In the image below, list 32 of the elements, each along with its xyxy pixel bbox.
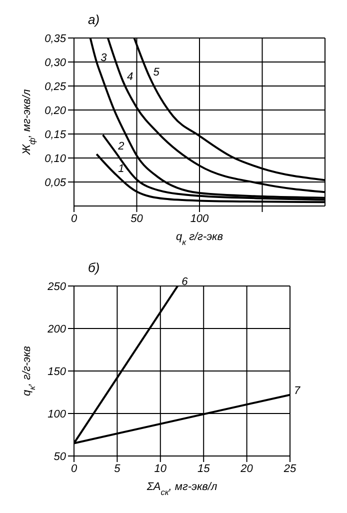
x-tick-label: 15 [197,462,211,475]
series-label: 2 [117,140,124,152]
chart-title: б) [88,260,100,275]
y-tick-label: 250 [46,280,67,293]
y-tick-label: 200 [46,323,67,336]
x-tick-label: 0 [70,212,78,225]
x-tick-label: 100 [190,212,210,225]
x-tick-label: 20 [240,462,254,475]
x-tick-label: 10 [154,462,168,475]
x-tick-label: 0 [70,462,78,475]
y-tick-label: 0,15 [44,128,67,141]
chart-title: а) [88,12,100,27]
y-tick-label: 0,05 [44,176,67,189]
series-label: 4 [126,71,134,84]
y-tick-label: 0,30 [44,56,67,69]
y-tick-label: 150 [48,366,67,378]
y-tick-label: 100 [48,408,67,420]
x-axis-title: q$_{к}$ г/г-экв [176,231,224,246]
series-label: 5 [153,66,160,78]
y-tick-label: 0,25 [44,80,67,93]
y-tick-label: 0,10 [44,152,67,165]
series-label: 6 [182,276,189,288]
series-label: 7 [294,384,301,397]
x-tick-label: 5 [114,462,122,475]
series-label: 3 [100,52,108,64]
x-axis-title: ΣA$_{ск}$, мг-экв/л [146,481,218,496]
y-tick-label: 0,35 [44,32,67,45]
series-label: 1 [118,162,124,175]
y-tick-label: 0,20 [44,104,67,117]
x-tick-label: 25 [282,462,297,475]
y-tick-label: 50 [54,450,67,463]
x-tick-label: 50 [130,212,144,225]
